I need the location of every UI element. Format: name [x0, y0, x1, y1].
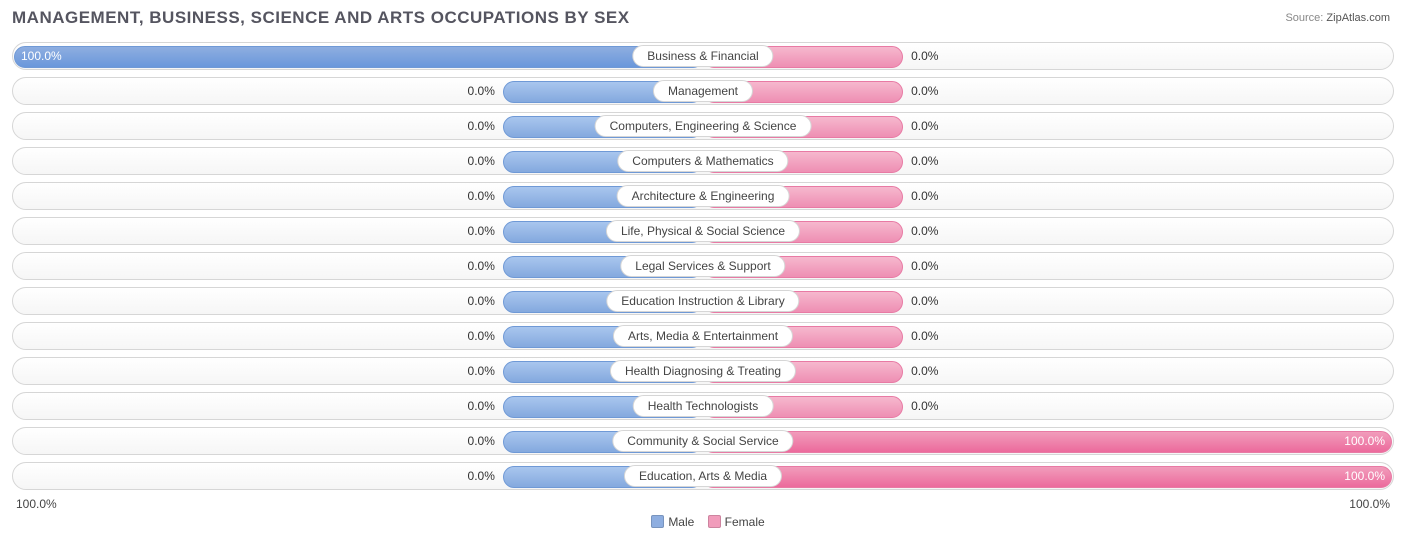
male-pct-label: 0.0% [468, 434, 495, 448]
category-label: Health Diagnosing & Treating [610, 360, 796, 382]
male-pct-label: 100.0% [21, 49, 62, 63]
female-pct-label: 0.0% [911, 154, 938, 168]
category-label: Community & Social Service [612, 430, 793, 452]
female-pct-label: 0.0% [911, 259, 938, 273]
category-label: Arts, Media & Entertainment [613, 325, 793, 347]
category-label: Computers & Mathematics [617, 150, 788, 172]
female-pct-label: 0.0% [911, 189, 938, 203]
female-pct-label: 0.0% [911, 399, 938, 413]
category-label: Legal Services & Support [620, 255, 785, 277]
chart-row: 0.0% 100.0% Education, Arts & Media [12, 462, 1394, 490]
legend-label-male: Male [668, 515, 694, 529]
female-pct-label: 0.0% [911, 119, 938, 133]
male-pct-label: 0.0% [468, 364, 495, 378]
source-label: Source: [1285, 12, 1323, 24]
male-pct-label: 0.0% [468, 189, 495, 203]
male-pct-label: 0.0% [468, 469, 495, 483]
chart-row: 0.0% 0.0% Architecture & Engineering [12, 182, 1394, 210]
chart-row: 100.0% 0.0% Business & Financial [12, 42, 1394, 70]
female-bar [702, 431, 1392, 453]
female-pct-label: 0.0% [911, 294, 938, 308]
male-pct-label: 0.0% [468, 329, 495, 343]
chart-row: 0.0% 0.0% Health Diagnosing & Treating [12, 357, 1394, 385]
legend: Male Female [12, 515, 1394, 529]
female-bar [702, 466, 1392, 488]
category-label: Computers, Engineering & Science [595, 115, 812, 137]
axis-left-label: 100.0% [16, 497, 57, 511]
chart-row: 0.0% 0.0% Life, Physical & Social Science [12, 217, 1394, 245]
category-label: Health Technologists [633, 395, 774, 417]
chart-row: 0.0% 0.0% Arts, Media & Entertainment [12, 322, 1394, 350]
chart-row: 0.0% 0.0% Computers, Engineering & Science [12, 112, 1394, 140]
female-pct-label: 0.0% [911, 364, 938, 378]
source-value: ZipAtlas.com [1326, 12, 1390, 24]
category-label: Education Instruction & Library [606, 290, 799, 312]
legend-label-female: Female [725, 515, 765, 529]
chart-row: 0.0% 0.0% Computers & Mathematics [12, 147, 1394, 175]
category-label: Life, Physical & Social Science [606, 220, 800, 242]
male-pct-label: 0.0% [468, 84, 495, 98]
chart-row: 0.0% 100.0% Community & Social Service [12, 427, 1394, 455]
category-label: Education, Arts & Media [624, 465, 782, 487]
category-label: Business & Financial [632, 45, 773, 67]
axis-right-label: 100.0% [1349, 497, 1390, 511]
male-pct-label: 0.0% [468, 259, 495, 273]
chart-row: 0.0% 0.0% Legal Services & Support [12, 252, 1394, 280]
male-pct-label: 0.0% [468, 224, 495, 238]
female-pct-label: 0.0% [911, 49, 938, 63]
x-axis: 100.0% 100.0% [12, 497, 1394, 517]
source-attribution: Source: ZipAtlas.com [1285, 12, 1390, 24]
category-label: Management [653, 80, 753, 102]
female-pct-label: 0.0% [911, 84, 938, 98]
chart-rows: 100.0% 0.0% Business & Financial 0.0% 0.0% Ma… [12, 42, 1394, 490]
male-bar [14, 46, 704, 68]
female-pct-label: 0.0% [911, 224, 938, 238]
male-pct-label: 0.0% [468, 119, 495, 133]
female-pct-label: 0.0% [911, 329, 938, 343]
male-pct-label: 0.0% [468, 154, 495, 168]
female-pct-label: 100.0% [1344, 469, 1385, 483]
category-label: Architecture & Engineering [617, 185, 790, 207]
chart-row: 0.0% 0.0% Management [12, 77, 1394, 105]
male-pct-label: 0.0% [468, 399, 495, 413]
male-pct-label: 0.0% [468, 294, 495, 308]
chart-row: 0.0% 0.0% Health Technologists [12, 392, 1394, 420]
chart-title: MANAGEMENT, BUSINESS, SCIENCE AND ARTS O… [12, 8, 1394, 28]
female-pct-label: 100.0% [1344, 434, 1385, 448]
chart-row: 0.0% 0.0% Education Instruction & Library [12, 287, 1394, 315]
